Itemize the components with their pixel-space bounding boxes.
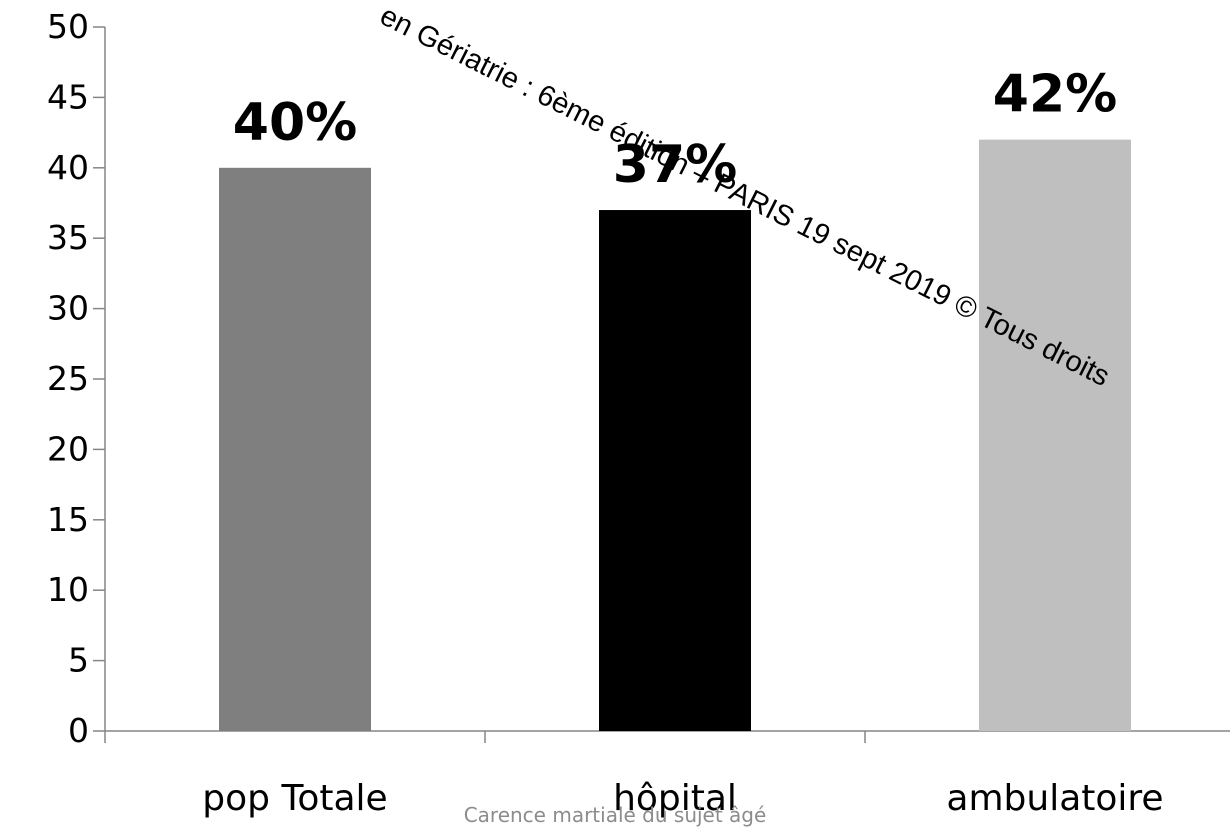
y-tick-label: 20	[47, 429, 89, 468]
y-tick-label: 50	[47, 7, 89, 46]
y-axis: 0 5 10 15 20 25 30 35 40 45 50	[47, 7, 106, 750]
slide-footer: Carence martiale du sujet âgé	[463, 803, 767, 827]
bar-data-label: 37%	[613, 135, 737, 195]
x-category-label: ambulatoire	[946, 778, 1163, 819]
y-tick-label: 25	[47, 359, 89, 398]
bar	[599, 210, 751, 732]
y-tick-label: 15	[47, 500, 89, 539]
x-category-label: hôpital	[613, 778, 737, 819]
y-tick-label: 10	[47, 570, 89, 609]
x-category-label: pop Totale	[202, 778, 387, 819]
bar	[219, 167, 371, 732]
y-tick-label: 30	[47, 289, 89, 328]
y-tick-label: 0	[68, 711, 89, 750]
y-tick-label: 45	[47, 77, 89, 116]
y-tick-label: 5	[68, 641, 89, 680]
bar-data-label: 40%	[233, 93, 357, 153]
data-labels: 40% 37% 42%	[233, 65, 1117, 195]
bars	[219, 139, 1131, 732]
bar-data-label: 42%	[993, 65, 1117, 125]
bar	[979, 139, 1131, 731]
y-tick-label: 35	[47, 218, 89, 257]
y-tick-label: 40	[47, 148, 89, 187]
